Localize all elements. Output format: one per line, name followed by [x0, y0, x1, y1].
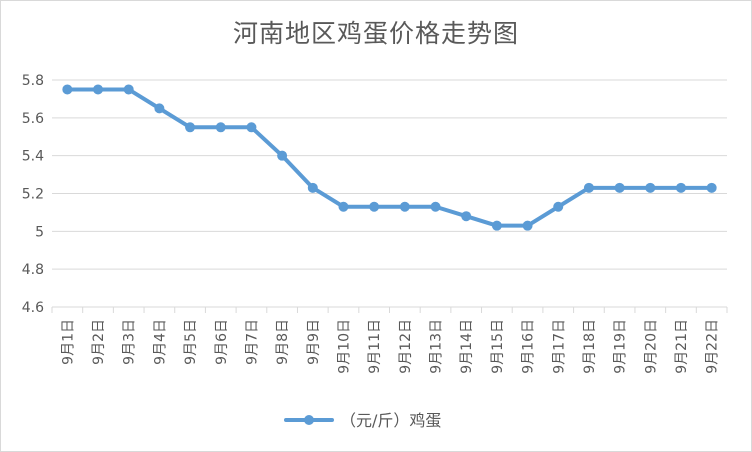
data-point: [215, 122, 226, 133]
data-point: [522, 220, 533, 231]
x-tick-label: 9月18日: [582, 319, 598, 374]
data-point: [491, 220, 502, 231]
legend-label: （元/斤）鸡蛋: [340, 411, 441, 430]
x-tick-label: 9月2日: [91, 319, 107, 365]
x-tick-label: 9月17日: [551, 319, 567, 374]
data-point: [675, 182, 686, 193]
x-tick-label: 9月8日: [275, 319, 291, 365]
x-tick-label: 9月22日: [705, 319, 721, 374]
x-tick-label: 9月4日: [152, 319, 168, 365]
data-point: [185, 122, 196, 133]
x-axis-ticks: 9月1日 9月2日 9月3日 9月4日 9月5日 9月6日 9月7日 9月8日 9月9日 9月10…: [60, 319, 720, 374]
series-line: [65, 87, 714, 228]
x-tick-label: 9月13日: [429, 319, 445, 374]
y-axis-ticks: 4.6 4.8 5 5.2 5.4 5.6 5.8: [22, 73, 44, 316]
data-point: [307, 182, 318, 193]
series-layer: [62, 84, 717, 231]
data-point: [553, 201, 564, 212]
x-tick-label: 9月5日: [183, 319, 199, 365]
y-tick-label: 5.2: [22, 187, 44, 203]
y-tick-label: 5.4: [22, 149, 44, 165]
x-tick-label: 9月7日: [244, 319, 260, 365]
x-tick-label: 9月6日: [214, 319, 230, 365]
y-tick-label: 5: [35, 224, 44, 240]
x-tick-label: 9月15日: [490, 319, 506, 374]
x-tick-label: 9月11日: [367, 319, 383, 374]
x-tick-label: 9月1日: [60, 319, 76, 365]
data-point: [93, 84, 104, 95]
x-tick-label: 9月21日: [674, 319, 690, 374]
gridlines: [52, 79, 727, 308]
data-point: [614, 182, 625, 193]
x-tick-label: 9月10日: [336, 319, 352, 374]
data-point: [369, 201, 380, 212]
data-point: [123, 84, 134, 95]
data-point: [338, 201, 349, 212]
x-tick-label: 9月9日: [306, 319, 322, 365]
data-point: [430, 201, 441, 212]
data-point: [62, 84, 73, 95]
data-point: [277, 150, 288, 161]
data-point: [706, 182, 717, 193]
x-tick-label: 9月19日: [613, 319, 629, 374]
legend: （元/斤）鸡蛋: [284, 411, 441, 430]
data-point: [154, 103, 165, 114]
x-tick-label: 9月16日: [521, 319, 537, 374]
x-tick-label: 9月20日: [643, 319, 659, 374]
x-tick-label: 9月14日: [459, 319, 475, 374]
data-point: [399, 201, 410, 212]
x-axis: [51, 306, 728, 313]
x-tick-label: 9月12日: [398, 319, 414, 374]
chart-title: 河南地区鸡蛋价格走势图: [232, 19, 519, 48]
y-tick-label: 5.6: [22, 111, 44, 127]
data-point: [461, 211, 472, 222]
y-tick-label: 4.6: [22, 300, 44, 316]
data-point: [645, 182, 656, 193]
data-point: [583, 182, 594, 193]
x-tick-label: 9月3日: [122, 319, 138, 365]
legend-marker: [304, 415, 314, 425]
y-tick-label: 4.8: [22, 262, 44, 278]
y-tick-label: 5.8: [22, 73, 44, 89]
data-point: [246, 122, 257, 133]
